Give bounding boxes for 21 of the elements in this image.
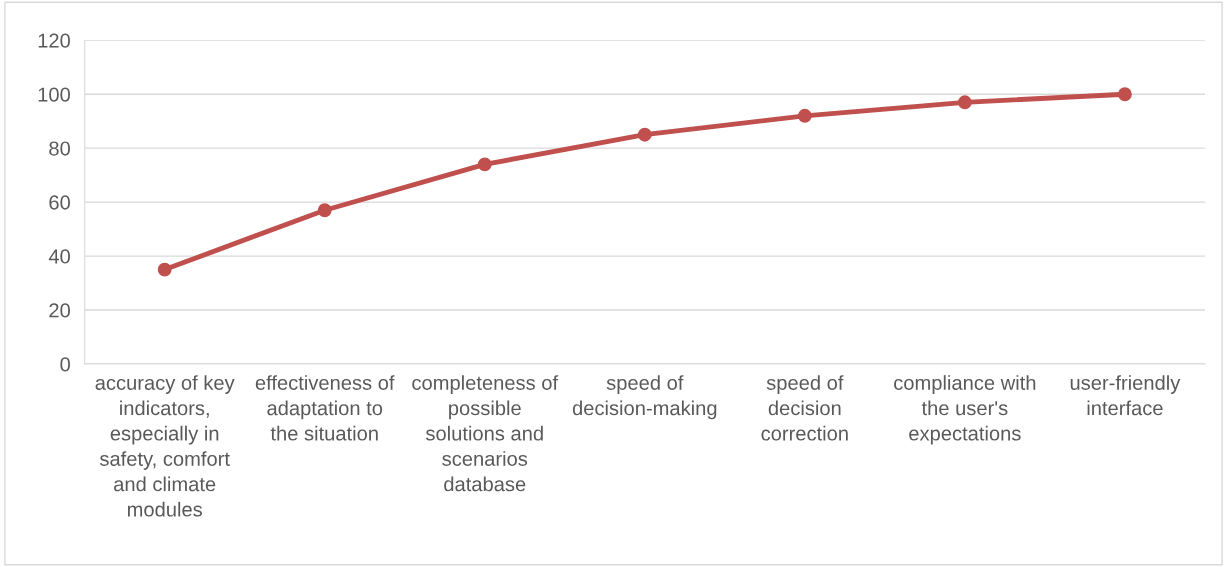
x-tick-label: speed of decision-making: [572, 375, 717, 420]
x-tick-label: accuracy of key indicators, especially in safety, comfort and climate modules: [95, 375, 235, 517]
y-tick-label: 40: [48, 249, 70, 264]
y-tick-label: 60: [49, 195, 70, 210]
y-tick-label: 20: [49, 303, 70, 318]
x-tick-label: compliance with the user's expectations: [894, 375, 1036, 445]
x-tick-label: completeness of possible solutions and scenarios database: [412, 375, 559, 492]
point: [317, 203, 332, 218]
point: [637, 127, 652, 142]
x-tick-label: user-friendly interface: [1070, 375, 1181, 416]
point: [1117, 87, 1132, 102]
x-tick-label: speed of decision correction: [761, 375, 848, 441]
y-tick-label: 0: [60, 357, 70, 372]
point: [797, 108, 812, 123]
y-tick-label: 80: [49, 141, 70, 156]
y-tick-label: 120: [38, 33, 70, 48]
x-tick-label: effectiveness of adaptation to the situation: [255, 375, 395, 441]
y-tick-label: 100: [38, 87, 70, 102]
point: [157, 262, 172, 277]
point: [477, 157, 492, 172]
point: [957, 95, 972, 110]
